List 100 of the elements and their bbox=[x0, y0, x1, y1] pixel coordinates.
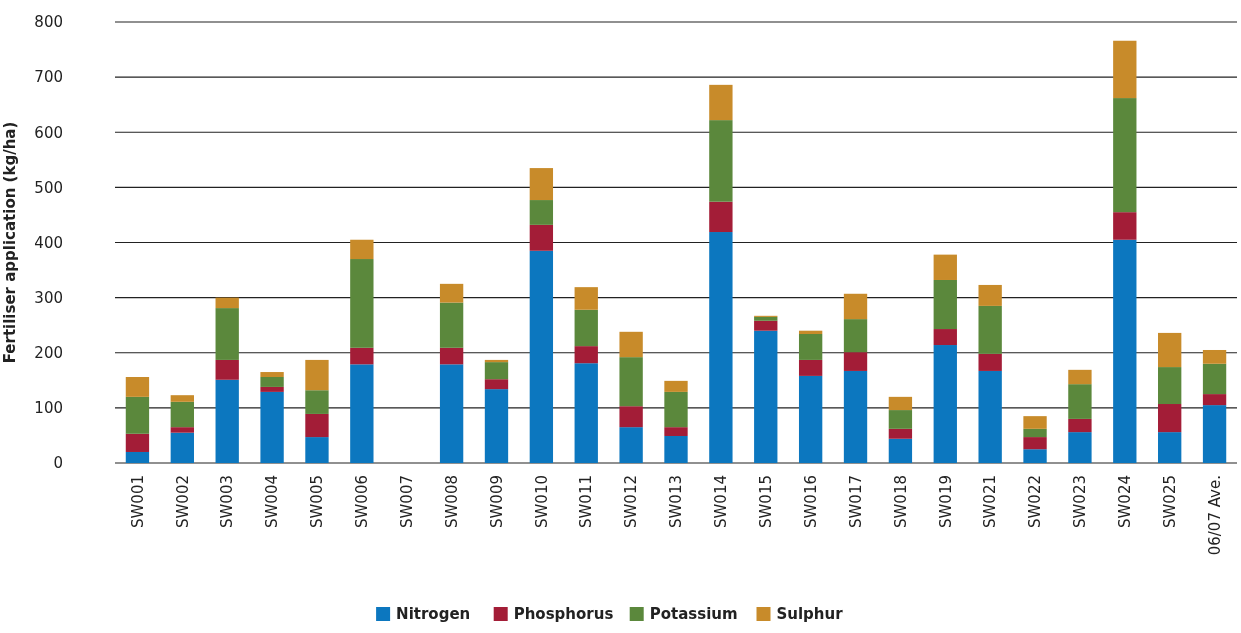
bar bbox=[170, 427, 194, 433]
bar bbox=[305, 437, 329, 463]
x-tick-label: SW009 bbox=[487, 475, 506, 528]
y-tick-label: 300 bbox=[34, 288, 63, 307]
bar bbox=[843, 293, 868, 320]
x-tick-label: SW001 bbox=[128, 475, 147, 528]
y-tick-label: 600 bbox=[34, 123, 63, 142]
bar bbox=[1202, 349, 1227, 364]
bar bbox=[484, 389, 509, 463]
x-tick-label: SW022 bbox=[1026, 475, 1045, 528]
bar bbox=[439, 347, 464, 365]
x-tick-label: SW004 bbox=[263, 475, 282, 528]
bar bbox=[484, 362, 509, 380]
bar bbox=[529, 168, 554, 201]
x-tick-label: SW017 bbox=[846, 475, 865, 528]
x-tick-label: 06/07 Ave. bbox=[1205, 475, 1224, 556]
bar bbox=[843, 370, 868, 463]
bar bbox=[125, 451, 150, 463]
bar bbox=[933, 254, 957, 280]
y-tick-label: 400 bbox=[34, 233, 63, 252]
x-tick-label: SW008 bbox=[442, 475, 461, 528]
bar bbox=[798, 330, 823, 335]
bar bbox=[1068, 418, 1092, 433]
bar bbox=[1202, 394, 1227, 406]
bar bbox=[305, 359, 329, 391]
x-tick-label: SW010 bbox=[532, 475, 551, 528]
bar bbox=[125, 377, 150, 397]
x-tick-label: SW015 bbox=[757, 475, 776, 528]
bar bbox=[260, 377, 284, 387]
bar bbox=[1068, 369, 1092, 385]
bar bbox=[1202, 405, 1227, 463]
x-tick-label: SW003 bbox=[218, 475, 237, 528]
bar bbox=[574, 363, 598, 463]
bar bbox=[260, 391, 284, 463]
bar bbox=[754, 316, 778, 321]
x-tick-label: SW019 bbox=[936, 475, 955, 528]
x-tick-label: SW005 bbox=[308, 475, 327, 528]
bar bbox=[1068, 432, 1092, 463]
bar bbox=[1202, 363, 1227, 395]
bar bbox=[1113, 98, 1137, 213]
bar bbox=[664, 427, 688, 436]
bar bbox=[529, 250, 554, 463]
bar bbox=[1158, 332, 1182, 368]
x-tick-label: SW023 bbox=[1071, 475, 1090, 528]
bar bbox=[215, 359, 239, 380]
bar bbox=[215, 308, 239, 360]
bar bbox=[709, 232, 733, 463]
bar bbox=[125, 396, 150, 434]
bar bbox=[439, 364, 464, 463]
x-tick-label: SW021 bbox=[981, 475, 1000, 528]
bar bbox=[439, 302, 464, 348]
y-tick-label: 200 bbox=[34, 344, 63, 362]
bar bbox=[709, 201, 733, 233]
x-tick-label: SW013 bbox=[667, 475, 686, 528]
bar bbox=[260, 372, 284, 378]
bar bbox=[888, 396, 913, 411]
bar bbox=[484, 359, 509, 363]
legend-label: Sulphur bbox=[776, 605, 844, 623]
x-tick-label: SW016 bbox=[801, 475, 820, 528]
x-tick-label: SW025 bbox=[1160, 475, 1179, 528]
bar bbox=[170, 401, 194, 428]
bar bbox=[1158, 404, 1182, 433]
bar bbox=[664, 391, 688, 428]
y-tick-label: 500 bbox=[34, 178, 63, 197]
bar bbox=[350, 347, 374, 365]
bar bbox=[888, 428, 913, 439]
bar bbox=[754, 320, 778, 331]
y-axis-title: Fertiliser application (kg/ha) bbox=[1, 121, 19, 364]
bar bbox=[798, 334, 823, 360]
bar bbox=[484, 379, 509, 390]
bar bbox=[215, 379, 239, 463]
bar bbox=[350, 239, 374, 260]
bar bbox=[888, 410, 913, 429]
bar bbox=[215, 297, 239, 309]
y-tick-label: 800 bbox=[34, 13, 63, 32]
bar bbox=[439, 283, 464, 303]
bar bbox=[1158, 432, 1182, 463]
bar bbox=[350, 364, 374, 463]
bar bbox=[125, 433, 150, 452]
bar bbox=[933, 345, 957, 463]
bar bbox=[619, 357, 643, 407]
x-tick-label: SW012 bbox=[622, 475, 641, 528]
y-tick-label: 700 bbox=[34, 68, 63, 87]
bar bbox=[709, 84, 733, 121]
bar bbox=[754, 330, 778, 463]
x-tick-label: SW024 bbox=[1116, 475, 1135, 528]
bar bbox=[843, 352, 868, 371]
bar bbox=[529, 224, 554, 251]
y-tick-label: 100 bbox=[34, 399, 63, 418]
bar bbox=[978, 370, 1002, 463]
bar bbox=[1113, 239, 1137, 463]
legend-label: Nitrogen bbox=[396, 605, 471, 623]
bar bbox=[305, 390, 329, 414]
bar bbox=[1113, 212, 1137, 240]
legend-label: Potassium bbox=[649, 605, 738, 623]
bar bbox=[664, 435, 688, 463]
bar bbox=[529, 200, 554, 225]
bar bbox=[933, 279, 957, 330]
bar bbox=[1023, 416, 1047, 429]
bar bbox=[1158, 367, 1182, 405]
